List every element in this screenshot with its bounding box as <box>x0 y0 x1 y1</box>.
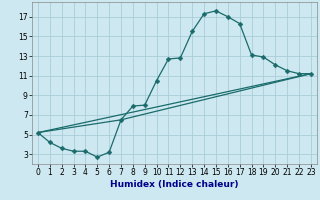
X-axis label: Humidex (Indice chaleur): Humidex (Indice chaleur) <box>110 180 239 189</box>
